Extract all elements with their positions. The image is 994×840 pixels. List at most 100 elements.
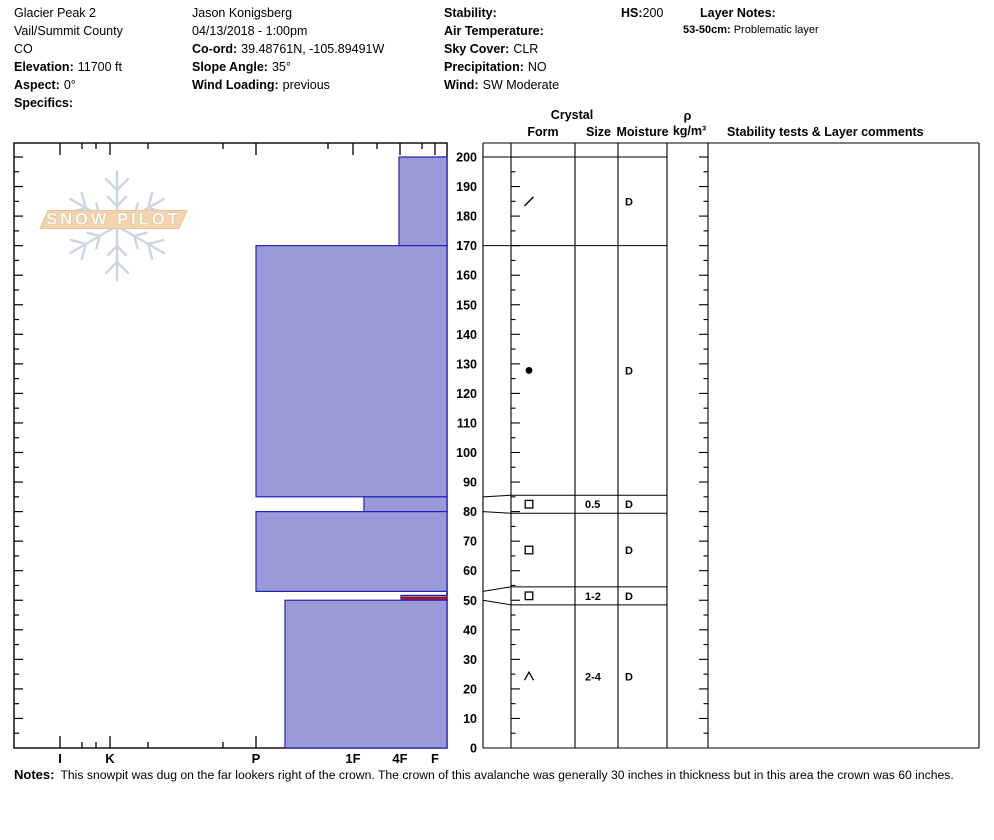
wind: Wind: SW Moderate: [444, 76, 559, 94]
table-headers: Crystal Form Size Moisture ρkg/m³ Stability t…: [527, 108, 923, 139]
grain-size-value: 1-2: [585, 591, 601, 603]
hardness-label: I: [58, 751, 62, 766]
layer-wedge-line: [482, 599, 512, 606]
depth-label: 130: [456, 357, 477, 371]
grain-size-value: 0.5: [585, 499, 600, 511]
slope-angle-value: 35°: [271, 60, 291, 74]
grain-form-symbol-faceted-crystals: [524, 591, 534, 601]
depth-label: 40: [463, 623, 477, 637]
site-info-column: Glacier Peak 2 Vail/Summit County CO Ele…: [14, 4, 123, 112]
sky-cover: Sky Cover: CLR: [444, 40, 559, 58]
depth-label: 80: [463, 505, 477, 519]
layer-bar: [398, 156, 448, 247]
depth-label: 20: [463, 682, 477, 696]
coord-label: Co-ord:: [192, 42, 238, 56]
layer-notes-label: Layer Notes:: [700, 6, 776, 20]
coord-value: 39.48761N, -105.89491W: [241, 42, 385, 56]
density-units-header: kg/m³: [673, 124, 706, 138]
depth-label: 140: [456, 328, 477, 342]
grain-form-symbol-faceted-crystals: [524, 499, 534, 509]
precipitation-label: Precipitation:: [444, 60, 524, 74]
notes-text: This snowpit was dug on the far lookers …: [60, 768, 954, 782]
moisture-value: D: [625, 671, 633, 683]
hardness-label: 1F: [345, 751, 360, 766]
moisture-value: D: [625, 545, 633, 557]
depth-label: 160: [456, 269, 477, 283]
snowflake-arm: [115, 224, 165, 261]
wind-loading-label: Wind Loading:: [192, 78, 279, 92]
hardness-label: 4F: [392, 751, 407, 766]
hardness-label: K: [105, 751, 115, 766]
crystal-table-grid: [482, 142, 980, 749]
observer-name: Jason Konigsberg: [192, 6, 293, 20]
slope-angle: Slope Angle: 35°: [192, 58, 384, 76]
aspect-label: Aspect:: [14, 78, 60, 92]
layer-bar: [363, 496, 448, 513]
hs-label: HS:: [621, 6, 643, 20]
site-aspect: Aspect: 0°: [14, 76, 123, 94]
moisture-value: D: [625, 196, 633, 208]
notes-label: Notes:: [14, 767, 55, 782]
slope-angle-label: Slope Angle:: [192, 60, 268, 74]
crystal-header: Crystal: [551, 108, 593, 122]
layer-note-range: 53-50cm:: [683, 24, 731, 36]
depth-label: 180: [456, 210, 477, 224]
stability-label: Stability:: [444, 6, 497, 20]
site-specifics: Specifics:: [14, 94, 123, 112]
snow-height: HS:200: [621, 4, 663, 22]
moisture-header: Moisture: [616, 125, 668, 139]
table-row-lines: [482, 156, 667, 606]
depth-label: 190: [456, 180, 477, 194]
depth-label: 100: [456, 446, 477, 460]
layer-bar: [255, 245, 448, 498]
snowflake-arm: [69, 224, 119, 261]
hardness-axis-labels: I K P 1F 4F F: [58, 751, 439, 766]
depth-label: 170: [456, 239, 477, 253]
air-temperature: Air Temperature:: [444, 22, 559, 40]
form-header: Form: [527, 125, 558, 139]
precipitation: Precipitation: NO: [444, 58, 559, 76]
specifics-label: Specifics:: [14, 96, 74, 110]
moisture-value: D: [625, 499, 633, 511]
depth-label: 10: [463, 712, 477, 726]
layer-note-text: Problematic layer: [733, 24, 819, 36]
depth-label: 70: [463, 535, 477, 549]
observer-info-column: Jason Konigsberg 04/13/2018 - 1:00pm Co-…: [192, 4, 384, 94]
size-header: Size: [586, 125, 611, 139]
depth-label: 0: [470, 742, 477, 756]
layer-wedge-line: [482, 494, 512, 498]
sky-cover-value: CLR: [513, 42, 539, 56]
conditions-column: Stability: Air Temperature: Sky Cover: CL…: [444, 4, 559, 94]
wind-loading-value: previous: [282, 78, 330, 92]
hardness-profile-bars: [255, 156, 448, 749]
hardness-label: P: [252, 751, 261, 766]
hardness-label: F: [431, 751, 439, 766]
aspect-value: 0°: [63, 78, 76, 92]
layer-notes-header: Layer Notes:: [700, 4, 776, 22]
stability-tests-header: Stability tests & Layer comments: [727, 125, 924, 139]
air-temperature-label: Air Temperature:: [444, 24, 544, 38]
grain-form-symbol-decomposing-fragments: [524, 196, 534, 207]
coordinates: Co-ord: 39.48761N, -105.89491W: [192, 40, 384, 58]
site-elevation: Elevation: 11700 ft: [14, 58, 123, 76]
precipitation-value: NO: [527, 60, 547, 74]
depth-label: 30: [463, 653, 477, 667]
site-name: Glacier Peak 2: [14, 6, 96, 20]
wind-value: SW Moderate: [482, 78, 560, 92]
elevation-value: 11700 ft: [77, 60, 123, 74]
pit-notes: Notes: This snowpit was dug on the far lo…: [14, 767, 980, 783]
table-row-content: D D 0.5 D D 1-2 D 2-4 D: [523, 196, 633, 683]
layer-note-item: 53-50cm: Problematic layer: [683, 24, 819, 36]
depth-label: 60: [463, 564, 477, 578]
stability: Stability:: [444, 4, 559, 22]
depth-label: 50: [463, 594, 477, 608]
hs-value: 200: [642, 6, 664, 20]
grain-form-symbol-faceted-crystals: [524, 545, 534, 555]
depth-label: 110: [457, 416, 477, 430]
elevation-label: Elevation:: [14, 60, 74, 74]
depth-label: 120: [456, 387, 477, 401]
layer-wedge-line: [482, 586, 512, 592]
layer-bar: [284, 599, 448, 749]
